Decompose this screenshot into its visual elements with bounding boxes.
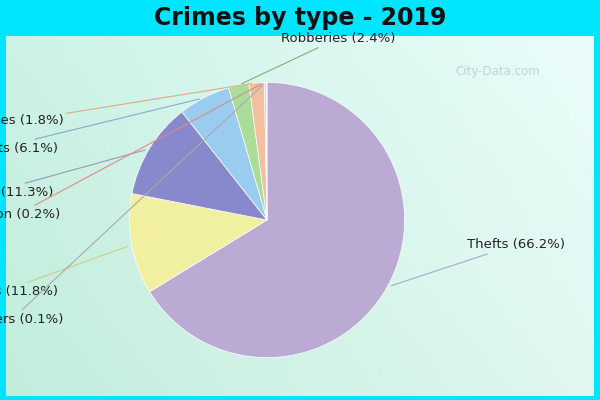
Text: City-Data.com: City-Data.com <box>455 66 541 78</box>
Wedge shape <box>266 82 267 220</box>
Text: Assaults (11.8%): Assaults (11.8%) <box>0 246 128 298</box>
Text: Burglaries (11.3%): Burglaries (11.3%) <box>0 150 145 199</box>
Text: Murders (0.1%): Murders (0.1%) <box>0 85 263 326</box>
Text: Rapes (1.8%): Rapes (1.8%) <box>0 84 251 128</box>
Wedge shape <box>265 82 267 220</box>
Text: Arson (0.2%): Arson (0.2%) <box>0 84 261 221</box>
Text: Thefts (66.2%): Thefts (66.2%) <box>391 238 565 286</box>
Text: Auto thefts (6.1%): Auto thefts (6.1%) <box>0 99 199 155</box>
Wedge shape <box>182 88 267 220</box>
Wedge shape <box>130 194 267 292</box>
Wedge shape <box>149 82 404 358</box>
Wedge shape <box>132 112 267 220</box>
Text: Crimes by type - 2019: Crimes by type - 2019 <box>154 6 446 30</box>
Wedge shape <box>229 84 267 220</box>
Wedge shape <box>249 82 267 220</box>
Text: Robberies (2.4%): Robberies (2.4%) <box>242 32 395 84</box>
